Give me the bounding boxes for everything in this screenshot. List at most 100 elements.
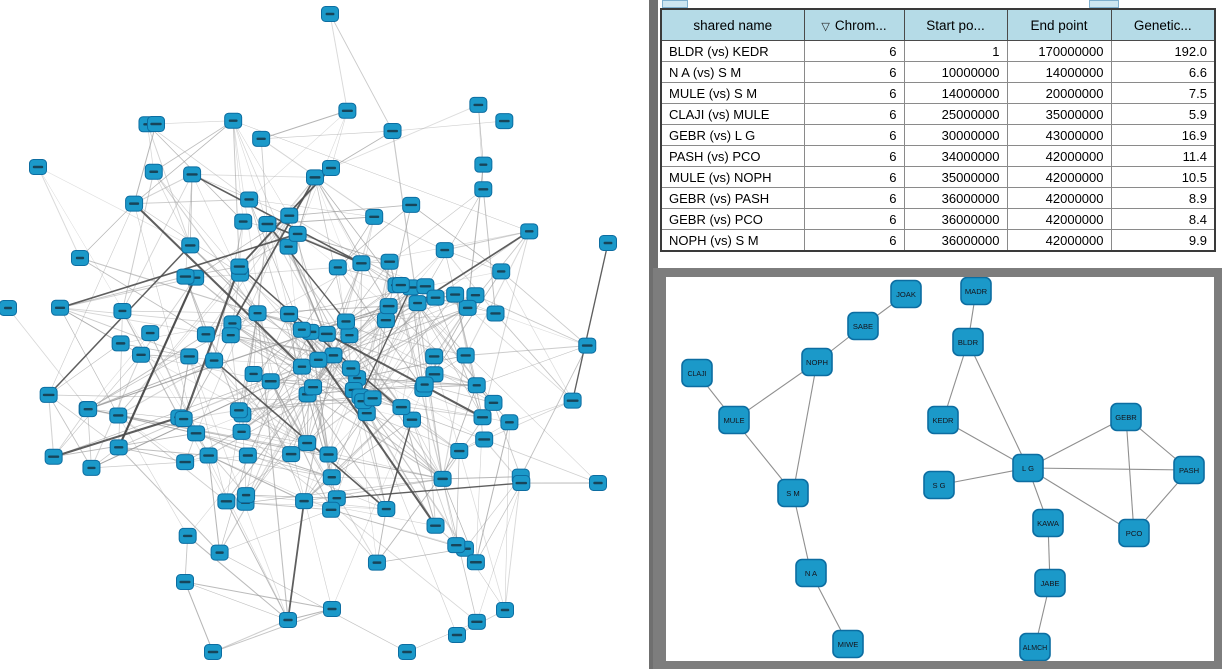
cell-genetic-distance[interactable]: 6.6 — [1110, 61, 1216, 83]
network-node[interactable] — [365, 208, 384, 225]
network-node[interactable] — [599, 235, 617, 251]
network-node[interactable] — [467, 613, 486, 630]
overview-node-MIWE[interactable]: MIWE — [832, 629, 864, 659]
cell-chromosome[interactable]: 6 — [803, 187, 905, 209]
network-node[interactable] — [280, 207, 299, 224]
cell-start-point[interactable]: 36000000 — [903, 187, 1008, 209]
network-node[interactable] — [408, 295, 427, 312]
cell-start-point[interactable]: 10000000 — [903, 61, 1008, 83]
network-node[interactable] — [520, 223, 539, 240]
table-row[interactable]: MULE (vs) S M 6 14000000 20000000 7.5 — [660, 82, 1216, 104]
network-node[interactable] — [446, 286, 465, 303]
overview-node-KEDR[interactable]: KEDR — [927, 405, 959, 435]
cell-chromosome[interactable]: 6 — [803, 166, 905, 188]
network-node[interactable] — [258, 216, 277, 233]
network-node[interactable] — [181, 237, 200, 254]
column-header-start-point[interactable]: Start po... — [903, 8, 1008, 41]
overview-edge-BLDR-LG[interactable] — [967, 341, 1029, 469]
network-node[interactable] — [147, 116, 165, 132]
cell-genetic-distance[interactable]: 10.5 — [1110, 166, 1216, 188]
network-node[interactable] — [111, 335, 130, 352]
network-node[interactable] — [500, 414, 519, 431]
cell-shared-name[interactable]: GEBR (vs) PCO — [660, 208, 805, 230]
network-node[interactable] — [474, 181, 493, 198]
cell-end-point[interactable]: 43000000 — [1006, 124, 1112, 146]
cell-chromosome[interactable]: 6 — [803, 103, 905, 125]
network-node[interactable] — [29, 159, 47, 175]
network-node[interactable] — [352, 255, 371, 272]
network-node[interactable] — [380, 253, 399, 270]
network-node[interactable] — [425, 348, 444, 365]
network-node[interactable] — [563, 392, 582, 409]
network-node[interactable] — [475, 431, 494, 448]
network-node[interactable] — [238, 447, 257, 464]
network-node[interactable] — [176, 268, 195, 285]
cell-start-point[interactable]: 30000000 — [903, 124, 1008, 146]
network-node[interactable] — [279, 612, 297, 628]
network-node[interactable] — [338, 102, 357, 119]
table-row[interactable]: BLDR (vs) KEDR 6 1 170000000 192.0 — [660, 40, 1216, 62]
network-node[interactable] — [217, 493, 236, 510]
network-node[interactable] — [261, 373, 280, 390]
overview-node-PCO[interactable]: PCO — [1118, 518, 1150, 548]
cell-end-point[interactable]: 42000000 — [1006, 229, 1112, 252]
cell-chromosome[interactable]: 6 — [803, 82, 905, 104]
cell-chromosome[interactable]: 6 — [803, 124, 905, 146]
cell-end-point[interactable]: 14000000 — [1006, 61, 1112, 83]
cell-genetic-distance[interactable]: 8.9 — [1110, 187, 1216, 209]
network-node[interactable] — [426, 517, 445, 534]
network-node[interactable] — [183, 166, 202, 183]
table-scrollbar-fragment-right[interactable] — [1089, 0, 1119, 8]
network-node[interactable] — [363, 390, 382, 407]
cell-end-point[interactable]: 42000000 — [1006, 208, 1112, 230]
network-node[interactable] — [205, 352, 224, 369]
network-node[interactable] — [402, 196, 421, 213]
overview-node-GEBR[interactable]: GEBR — [1110, 402, 1142, 432]
cell-shared-name[interactable]: CLAJI (vs) MULE — [660, 103, 805, 125]
overview-node-SG[interactable]: S G — [923, 470, 955, 500]
network-node[interactable] — [469, 96, 488, 113]
cell-genetic-distance[interactable]: 8.4 — [1110, 208, 1216, 230]
cell-chromosome[interactable]: 6 — [803, 208, 905, 230]
network-node[interactable] — [187, 425, 206, 442]
network-node[interactable] — [319, 446, 338, 463]
network-node[interactable] — [109, 439, 128, 456]
network-node[interactable] — [433, 470, 452, 487]
network-node[interactable] — [44, 448, 63, 465]
network-node[interactable] — [280, 306, 299, 323]
overview-node-NA[interactable]: N A — [795, 558, 827, 588]
table-row[interactable]: NOPH (vs) S M 6 36000000 42000000 9.9 — [660, 229, 1216, 252]
network-node[interactable] — [450, 443, 469, 460]
network-node[interactable] — [292, 358, 311, 375]
overview-node-LG[interactable]: L G — [1012, 453, 1044, 483]
cell-genetic-distance[interactable]: 7.5 — [1110, 82, 1216, 104]
table-row[interactable]: CLAJI (vs) MULE 6 25000000 35000000 5.9 — [660, 103, 1216, 125]
cell-genetic-distance[interactable]: 16.9 — [1110, 124, 1216, 146]
cell-chromosome[interactable]: 6 — [803, 229, 905, 252]
network-node[interactable] — [341, 360, 360, 377]
cell-start-point[interactable]: 34000000 — [903, 145, 1008, 167]
network-node[interactable] — [109, 407, 128, 424]
network-node[interactable] — [234, 213, 253, 230]
overview-network-canvas[interactable]: JOAK MADR SABE BLDR NOPH CLAJI MULE KEDR GEBR L G… — [666, 277, 1214, 661]
cell-start-point[interactable]: 1 — [903, 40, 1008, 62]
table-row[interactable]: GEBR (vs) PASH 6 36000000 42000000 8.9 — [660, 187, 1216, 209]
network-node[interactable] — [82, 459, 101, 476]
network-node[interactable] — [240, 191, 259, 208]
network-node[interactable] — [199, 447, 218, 464]
network-node[interactable] — [340, 327, 359, 344]
overview-node-JOAK[interactable]: JOAK — [890, 279, 922, 309]
table-row[interactable]: GEBR (vs) PCO 6 36000000 42000000 8.4 — [660, 208, 1216, 230]
network-node[interactable] — [402, 411, 421, 428]
cell-chromosome[interactable]: 6 — [803, 145, 905, 167]
network-node[interactable] — [288, 225, 307, 242]
column-header-shared-name[interactable]: shared name — [660, 8, 805, 41]
network-node[interactable] — [306, 169, 325, 186]
overview-node-BLDR[interactable]: BLDR — [952, 327, 984, 357]
network-node[interactable] — [456, 347, 475, 364]
network-node[interactable] — [484, 394, 503, 411]
column-header-genetic-distance[interactable]: Genetic... — [1110, 8, 1216, 41]
overview-node-CLAJI[interactable]: CLAJI — [681, 358, 713, 388]
network-node[interactable] — [486, 305, 505, 322]
network-node[interactable] — [317, 325, 336, 342]
